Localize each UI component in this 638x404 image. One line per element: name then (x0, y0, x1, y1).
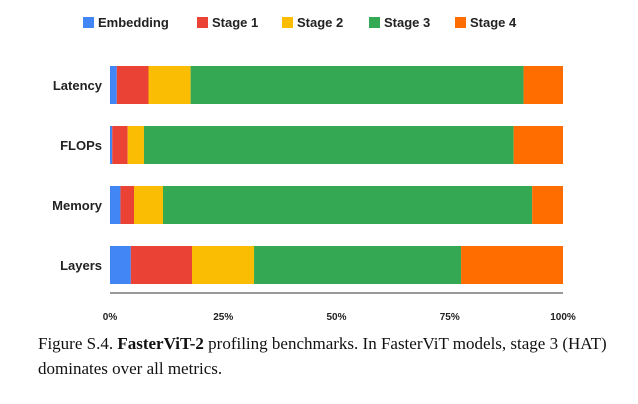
bar-flops-stage-1 (112, 126, 128, 164)
x-tick-label-25-: 25% (213, 312, 233, 323)
legend-label-stage-2: Stage 2 (297, 15, 343, 30)
category-label-latency: Latency (53, 78, 103, 93)
legend-swatch-stage-2 (282, 17, 293, 28)
bar-latency-stage-2 (148, 66, 191, 104)
bar-memory-stage-4 (532, 186, 563, 224)
legend-label-stage-1: Stage 1 (212, 15, 258, 30)
category-label-layers: Layers (60, 258, 102, 273)
legend-label-stage-4: Stage 4 (470, 15, 517, 30)
bar-flops-stage-2 (127, 126, 144, 164)
bar-latency-stage-3 (190, 66, 524, 104)
x-tick-label-50-: 50% (326, 312, 346, 323)
legend-swatch-embedding (83, 17, 94, 28)
legend-label-stage-3: Stage 3 (384, 15, 430, 30)
stacked-bar-chart: Embedding Stage 1 Stage 2 Stage 3 Stage 4 Lat… (52, 15, 576, 323)
bar-layers-stage-1 (130, 246, 192, 284)
figure-caption: Figure S.4. FasterViT-2 profiling benchm… (38, 331, 610, 381)
bar-flops-stage-3 (143, 126, 514, 164)
bar-memory-stage-2 (134, 186, 164, 224)
x-tick-label-0-: 0% (103, 312, 118, 323)
bar-flops-stage-4 (513, 126, 563, 164)
x-tick-label-100-: 100% (550, 312, 576, 323)
legend-swatch-stage-1 (197, 17, 208, 28)
bar-memory-embedding (110, 186, 121, 224)
caption-text: profiling benchmarks. In FasterViT model… (38, 334, 607, 378)
bar-latency-stage-4 (523, 66, 563, 104)
caption-model-name: FasterViT-2 (117, 334, 204, 353)
bar-layers-stage-3 (254, 246, 462, 284)
bar-layers-stage-2 (191, 246, 255, 284)
bar-latency-embedding (110, 66, 117, 104)
category-label-memory: Memory (52, 198, 103, 213)
legend-label-embedding: Embedding (98, 15, 169, 30)
legend-swatch-stage-3 (369, 17, 380, 28)
x-tick-label-75-: 75% (440, 312, 460, 323)
bar-latency-stage-1 (116, 66, 149, 104)
bar-layers-stage-4 (461, 246, 563, 284)
bar-memory-stage-3 (163, 186, 533, 224)
bar-flops-embedding (110, 126, 113, 164)
legend-swatch-stage-4 (455, 17, 466, 28)
bar-layers-embedding (110, 246, 131, 284)
category-label-flops: FLOPs (60, 138, 102, 153)
bar-memory-stage-1 (120, 186, 135, 224)
caption-label: Figure S.4. (38, 334, 114, 353)
